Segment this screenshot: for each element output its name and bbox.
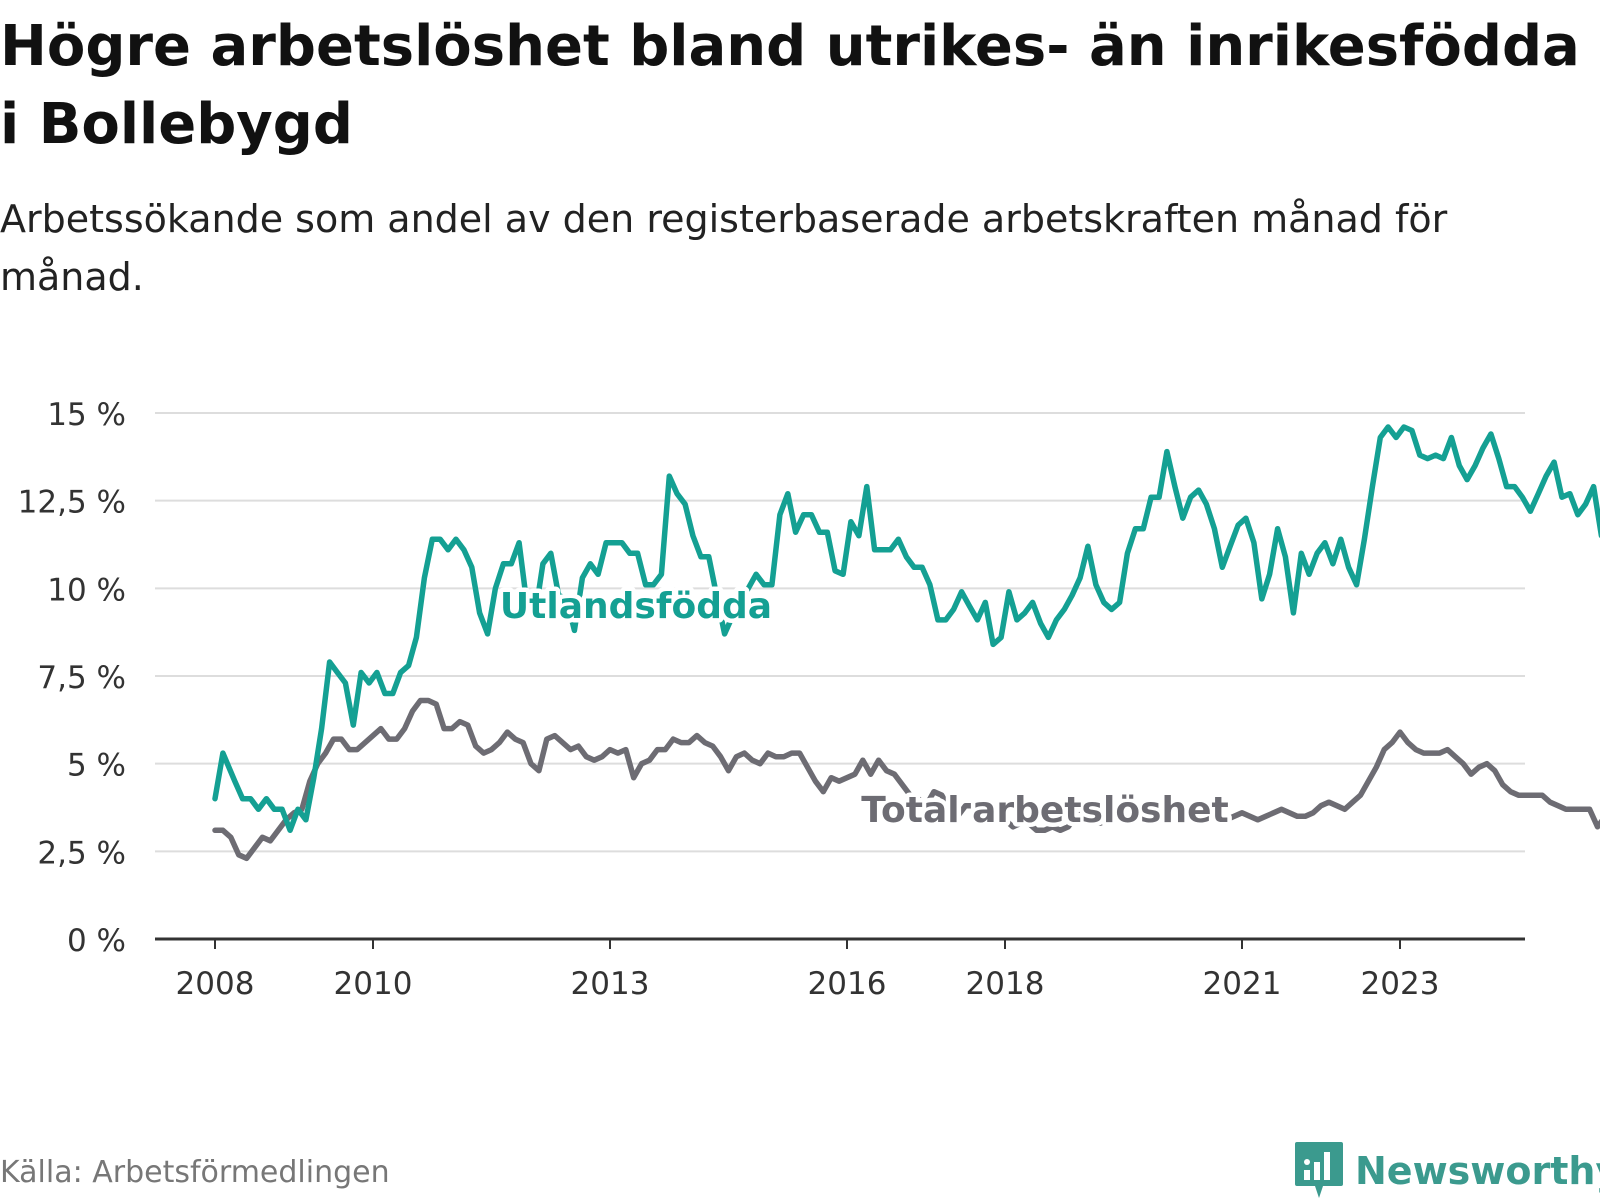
series-line-total xyxy=(212,697,1600,862)
x-tick-label: 2013 xyxy=(571,966,650,1002)
grid-lines xyxy=(155,412,1525,853)
x-tick-label: 2016 xyxy=(808,966,887,1002)
series-line-utlandsfodda xyxy=(212,424,1600,834)
x-tick-label: 2018 xyxy=(966,966,1045,1002)
newsworthy-logo-icon xyxy=(1295,1142,1343,1198)
y-tick-label: 5 % xyxy=(67,748,126,784)
x-axis: 2008 2010 2013 2016 2018 2021 2023 xyxy=(155,937,1525,1002)
x-tick-label: 2021 xyxy=(1203,966,1282,1002)
y-axis-labels: 0 % 2,5 % 5 % 7,5 % 10 % 12,5 % 15 % xyxy=(18,397,126,959)
y-tick-label: 15 % xyxy=(47,397,126,433)
y-tick-label: 10 % xyxy=(47,572,126,608)
brand-logo: Newsworthy xyxy=(1293,1140,1600,1202)
x-tick-label: 2008 xyxy=(176,966,255,1002)
y-tick-label: 0 % xyxy=(67,923,126,959)
chart-subtitle: Arbetssökande som andel av den registerb… xyxy=(0,197,1448,299)
chart-title: Högre arbetslöshet bland utrikes- än inr… xyxy=(0,14,1580,157)
x-tick-label: 2023 xyxy=(1361,966,1440,1002)
series-label-total: Total arbetslöshet xyxy=(861,790,1229,831)
source-note: Källa: Arbetsförmedlingen xyxy=(0,1155,390,1190)
series-label-utlandsfodda: Utlandsfödda xyxy=(500,586,772,627)
y-tick-label: 12,5 % xyxy=(18,485,126,521)
series-lines xyxy=(212,424,1600,862)
y-tick-label: 2,5 % xyxy=(37,835,126,871)
y-tick-label: 7,5 % xyxy=(37,660,126,696)
brand-name: Newsworthy xyxy=(1355,1149,1600,1193)
x-tick-label: 2010 xyxy=(334,966,413,1002)
